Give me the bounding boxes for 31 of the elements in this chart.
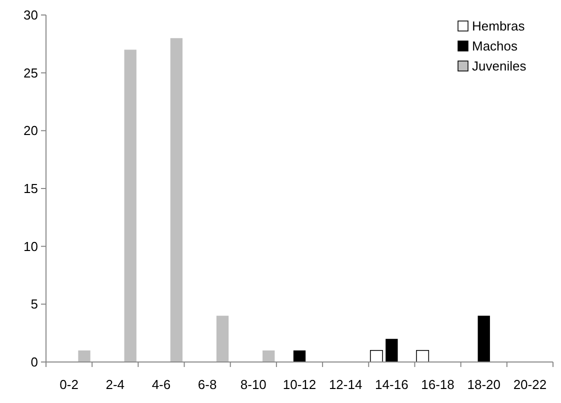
bar <box>293 350 306 362</box>
x-tick-label: 6-8 <box>198 377 217 392</box>
x-tick-label: 2-4 <box>106 377 125 392</box>
bar <box>386 338 398 362</box>
x-tick-label: 14-16 <box>375 377 408 392</box>
legend-label: Hembras <box>472 18 526 34</box>
bar <box>416 350 430 362</box>
y-tick-label: 5 <box>30 296 38 312</box>
y-tick-label: 20 <box>24 123 38 138</box>
x-tick-label: 4-6 <box>152 377 171 392</box>
x-tick-label: 0-2 <box>60 377 78 392</box>
x-tick-label: 10-12 <box>282 377 316 392</box>
x-tick-label: 16-18 <box>421 377 454 392</box>
y-tick-label: 15 <box>24 181 38 196</box>
legend-label: Juveniles <box>472 58 527 74</box>
x-tick-label: 8-10 <box>240 377 266 392</box>
legend-label: Machos <box>472 38 518 54</box>
y-tick-label: 0 <box>30 354 38 370</box>
bar <box>78 350 90 362</box>
y-tick-label: 10 <box>24 238 38 254</box>
x-tick-label: 18-20 <box>467 377 500 392</box>
y-tick-label: 25 <box>24 65 38 80</box>
bar <box>262 350 275 362</box>
bar <box>478 316 490 362</box>
x-tick-label: 20-22 <box>513 377 547 392</box>
y-tick-label: 30 <box>24 8 38 23</box>
bar <box>170 38 183 362</box>
bar <box>370 350 383 362</box>
x-tick-label: 12-14 <box>328 377 362 392</box>
bar <box>216 316 229 362</box>
bar <box>124 50 136 362</box>
